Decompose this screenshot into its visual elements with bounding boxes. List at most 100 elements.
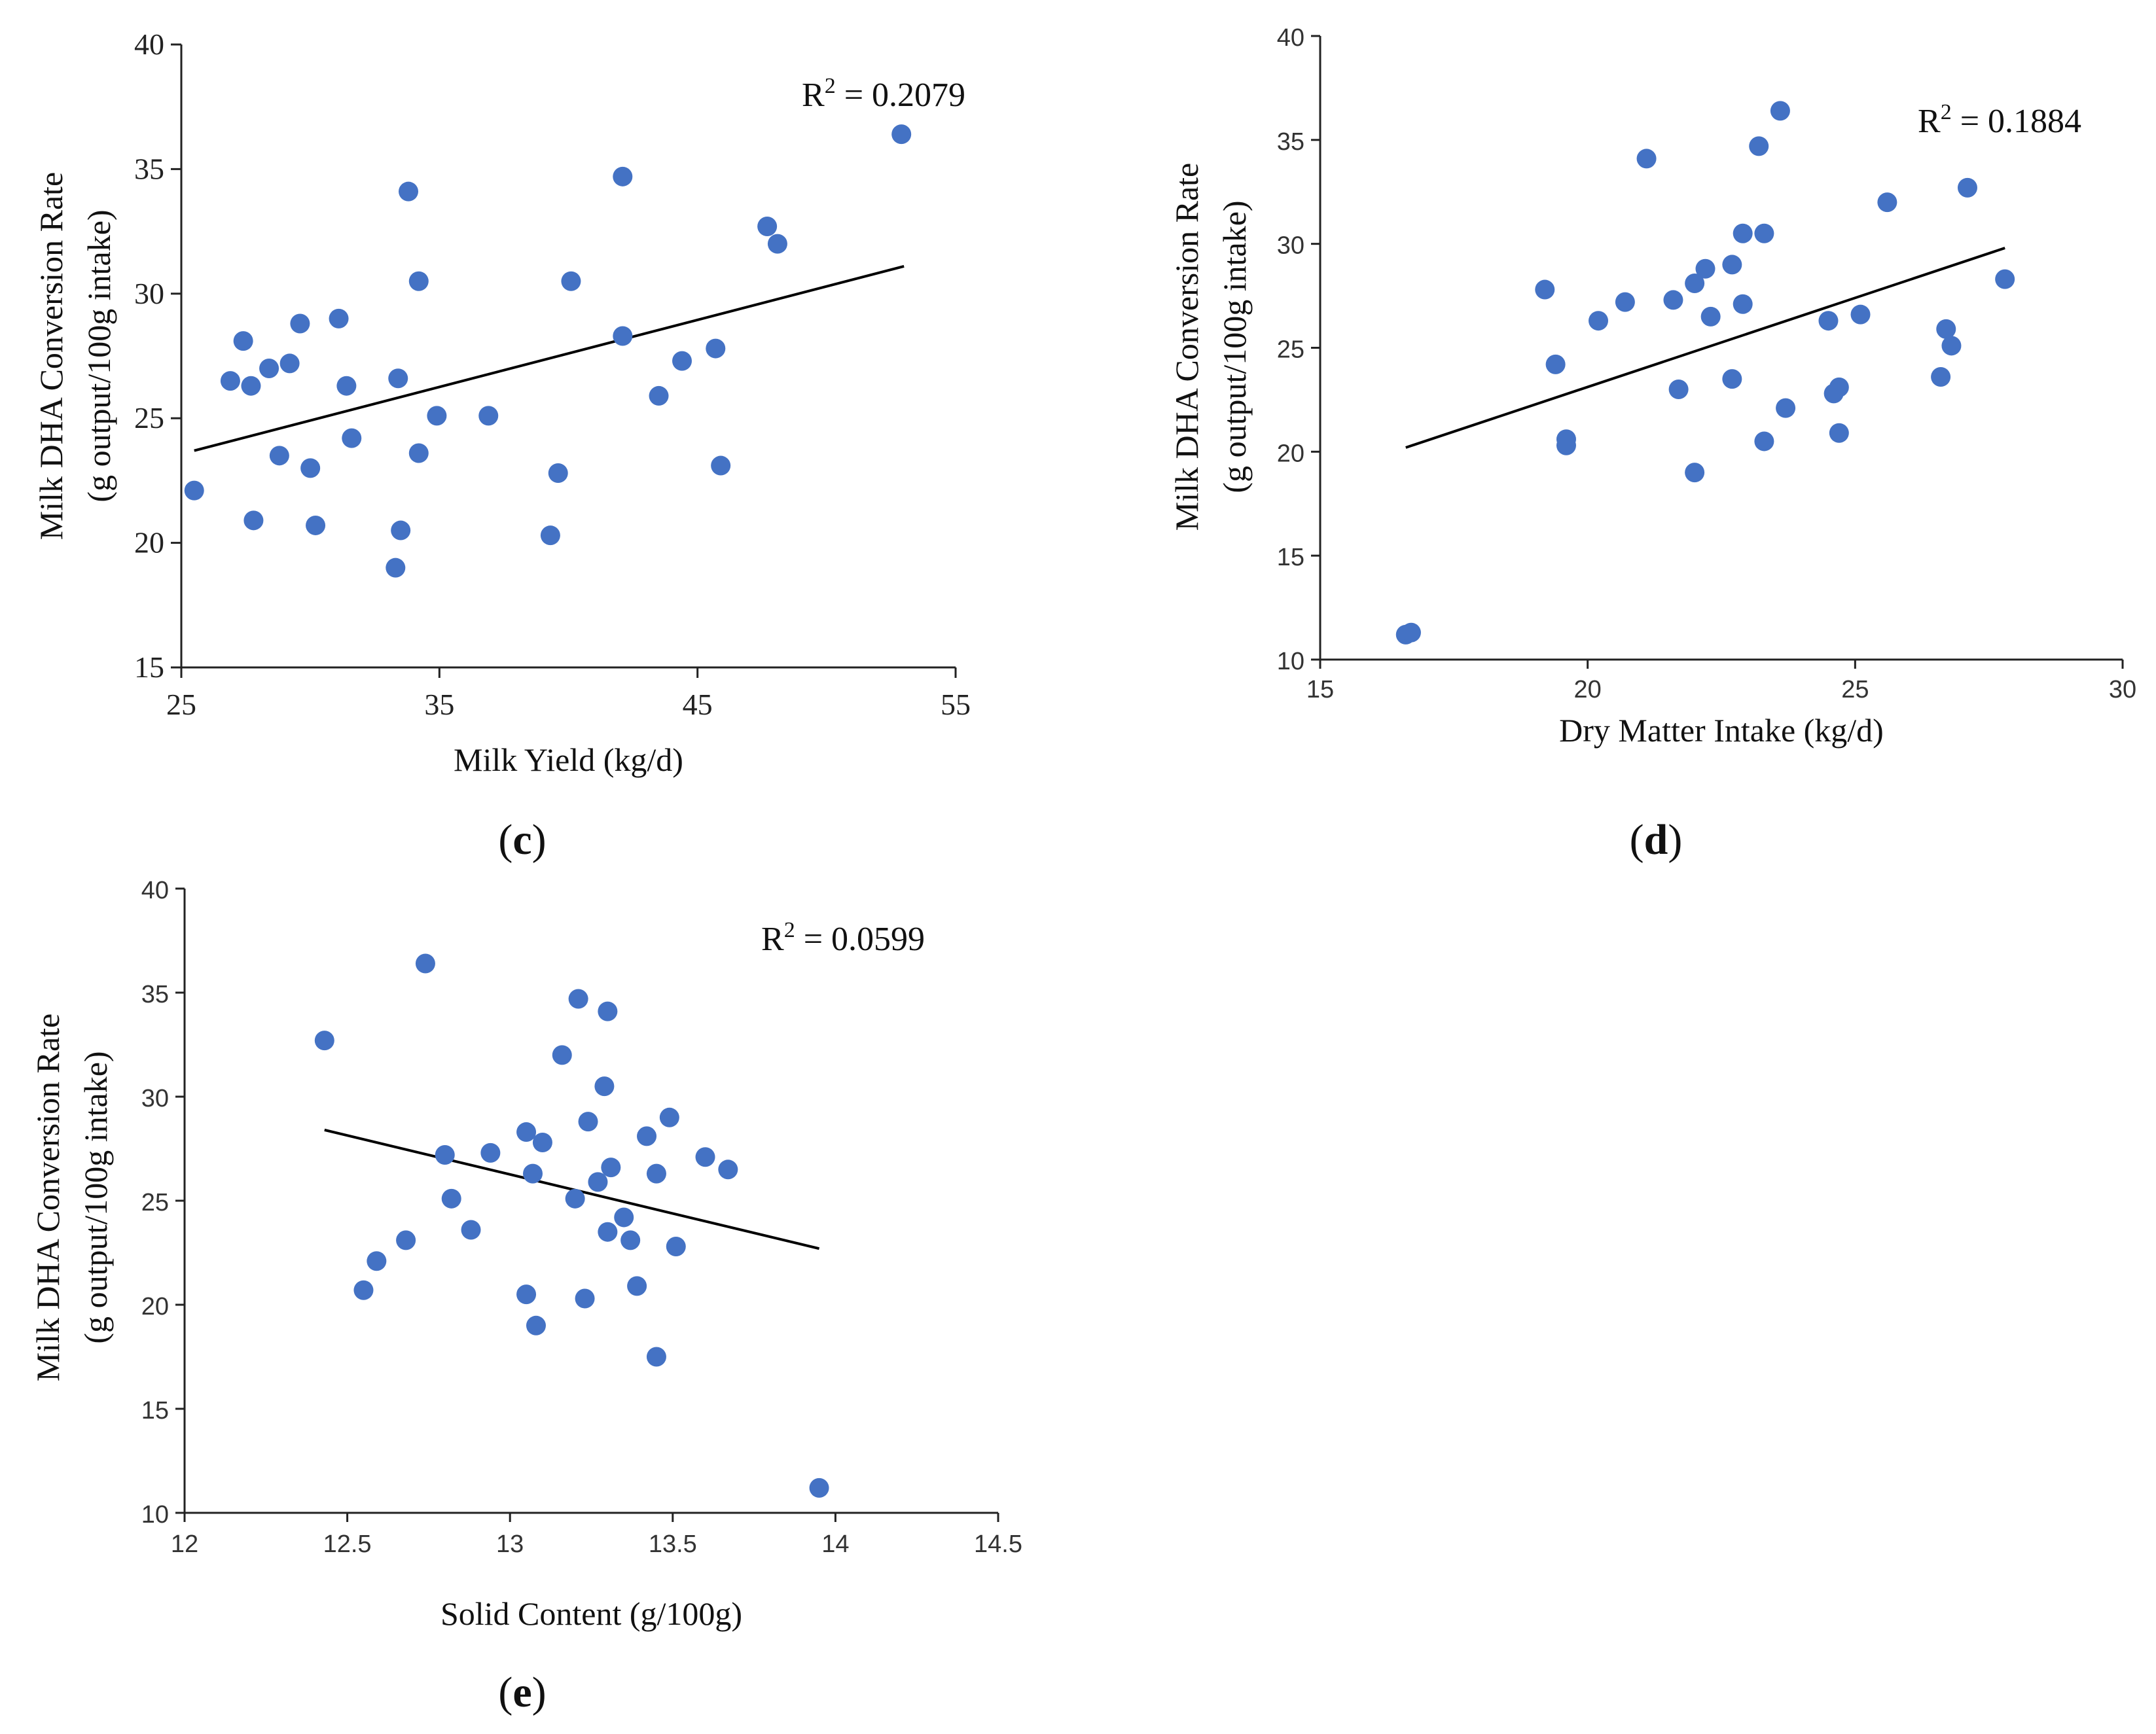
panel-c-label: (c) — [498, 816, 546, 864]
panel-c-y-axis-label-line1: Milk DHA Conversion Rate — [33, 172, 69, 540]
panel-e-data-point — [646, 1347, 666, 1367]
panel-e-data-point — [461, 1220, 481, 1240]
panel-d-data-point — [1818, 311, 1839, 331]
panel-d-y-tick-label: 35 — [1277, 128, 1304, 156]
panel-c-data-point — [184, 480, 204, 501]
panel-e-data-point — [353, 1280, 374, 1300]
panel-e-data-point — [516, 1122, 537, 1142]
panel-c-data-point — [269, 446, 289, 466]
panel-e-y-tick-label: 25 — [141, 1189, 169, 1216]
panel-c-data-point — [561, 271, 581, 291]
panel-e-data-point — [565, 1188, 585, 1209]
panel-d-data-point — [1850, 304, 1871, 325]
panel-c-data-point — [306, 515, 326, 535]
panel-e-trend-line — [324, 1128, 820, 1250]
panel-d-y-tick-label: 20 — [1277, 440, 1304, 467]
panel-e-data-point — [588, 1172, 608, 1192]
panel-c-data-point — [540, 525, 560, 546]
panel-c-data-point — [408, 271, 429, 291]
panel-c-data-point — [342, 428, 362, 448]
panel-c-data-point — [672, 351, 692, 371]
panel-c-data-point — [329, 308, 349, 328]
panel-e-y-tick-label: 30 — [141, 1085, 169, 1112]
panel-d-trend-line — [1405, 247, 2005, 449]
panel-e-data-point — [516, 1284, 537, 1305]
panel-e-data-point — [598, 1001, 618, 1021]
panel-d-data-point — [1685, 274, 1705, 294]
panel-c-data-point — [279, 353, 300, 374]
panel-e-label: (e) — [498, 1669, 546, 1716]
panel-e-data-point — [552, 1045, 572, 1065]
panel-e-x-tick-label: 12 — [171, 1531, 198, 1558]
panel-c-data-point — [391, 520, 411, 540]
panel-e-data-point — [441, 1188, 461, 1209]
panel-d-y-axis-label-line2: (g output/100g intake) — [1216, 200, 1253, 493]
panel-e-y-axis-label-line2: (g output/100g intake) — [77, 1051, 114, 1343]
panel-d-data-point — [1722, 255, 1742, 275]
panel-e-x-tick-label: 13 — [496, 1531, 524, 1558]
panel-c-data-point — [649, 385, 669, 406]
panel-e-data-point — [666, 1236, 686, 1256]
panel-d-y-tick-label: 40 — [1277, 24, 1304, 52]
panel-e-data-point — [620, 1230, 641, 1250]
panel-e-data-point — [367, 1251, 387, 1271]
panel-c-x-axis-label: Milk Yield (kg/d) — [454, 741, 683, 778]
panel-e-data-point — [695, 1147, 715, 1167]
panel-d-data-point — [1636, 149, 1657, 169]
panel-d-x-tick-label: 25 — [1841, 676, 1869, 703]
panel-d-data-point — [1776, 398, 1796, 418]
panel-e-x-axis-label: Solid Content (g/100g) — [440, 1595, 742, 1632]
panel-d-y-tick-label: 10 — [1277, 648, 1304, 675]
panel-e-data-point — [532, 1132, 552, 1152]
panel-d-data-point — [1829, 423, 1849, 443]
panel-c-y-tick-label: 40 — [134, 27, 164, 61]
panel-d-data-point — [1545, 354, 1566, 374]
panel-c-data-point — [336, 376, 357, 396]
panel-e-data-point — [601, 1158, 621, 1178]
panel-e-y-tick-label: 15 — [141, 1397, 169, 1424]
panel-c-data-point — [399, 181, 419, 202]
panel-e-x-tick-label: 12.5 — [323, 1531, 372, 1558]
panel-e-data-point — [646, 1163, 666, 1184]
panel-d-data-point — [1931, 366, 1951, 387]
panel-d-data-point — [1535, 279, 1555, 300]
panel-c-y-tick-label: 30 — [134, 277, 164, 310]
panel-c-data-point — [386, 557, 406, 578]
panel-c-data-point — [711, 455, 731, 476]
panel-d-r2-annotation: R2 = 0.1884 — [1918, 100, 2081, 140]
panel-c-data-point — [427, 406, 447, 426]
panel-e-data-point — [614, 1207, 634, 1228]
panel-e-data-point — [627, 1276, 647, 1296]
panel-c-r2-annotation: R2 = 0.2079 — [802, 74, 965, 114]
panel-c-y-tick-label: 25 — [134, 401, 164, 434]
panel-c-data-point — [300, 458, 321, 478]
panel-d-data-point — [1754, 431, 1774, 451]
panel-e-data-point — [480, 1142, 501, 1163]
panel-d-y-tick-label: 15 — [1277, 544, 1304, 571]
panel-e-data-point — [637, 1126, 657, 1146]
panel-e-y-tick-label: 40 — [141, 877, 169, 904]
panel-c-x-tick-label: 55 — [941, 688, 971, 721]
panel-d-data-point — [1556, 435, 1576, 455]
panel-e-data-point — [396, 1230, 416, 1250]
panel-c-data-point — [290, 313, 310, 334]
panel-c-data-point — [891, 124, 912, 145]
panel-e-data-point — [718, 1159, 738, 1180]
panel-d-data-point — [1685, 463, 1705, 483]
panel-d-x-tick-label: 20 — [1574, 676, 1602, 703]
panel-c-data-point — [767, 234, 787, 254]
panel-e-data-point — [598, 1222, 618, 1242]
panel-e-y-axis-label-line1: Milk DHA Conversion Rate — [29, 1014, 66, 1381]
panel-c-data-point — [613, 166, 633, 186]
panel-e-data-point — [415, 953, 435, 974]
panel-d-data-point — [1770, 101, 1790, 121]
panel-c-x-tick-label: 35 — [424, 688, 454, 721]
panel-d-data-point — [1995, 269, 2015, 289]
panel-d-y-tick-label: 30 — [1277, 232, 1304, 260]
panel-c-y-tick-label: 35 — [134, 152, 164, 185]
panel-d-data-point — [1668, 380, 1689, 400]
panel-e-x-tick-label: 14.5 — [974, 1531, 1022, 1558]
panel-d-data-point — [1733, 223, 1753, 243]
panel-e-x-tick-label: 13.5 — [649, 1531, 697, 1558]
